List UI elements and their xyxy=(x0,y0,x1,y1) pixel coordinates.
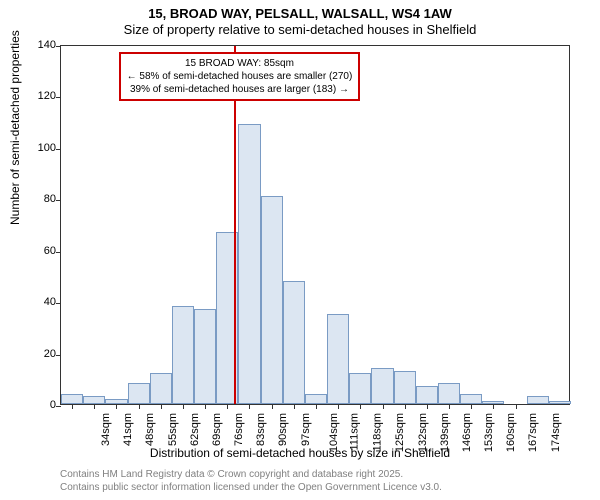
xtick-label: 76sqm xyxy=(233,413,245,446)
attribution: Contains HM Land Registry data © Crown c… xyxy=(60,468,442,494)
chart-container: 15, BROAD WAY, PELSALL, WALSALL, WS4 1AW… xyxy=(0,0,600,500)
histogram-bar xyxy=(549,401,571,404)
xtick-label: 160sqm xyxy=(505,413,517,452)
ytick-label: 0 xyxy=(50,399,56,411)
ytick-mark xyxy=(56,355,61,356)
ytick-label: 140 xyxy=(38,39,56,51)
xtick-mark xyxy=(449,404,450,409)
xtick-mark xyxy=(161,404,162,409)
ytick-mark xyxy=(56,200,61,201)
xtick-mark xyxy=(72,404,73,409)
ytick-mark xyxy=(56,406,61,407)
xtick-mark xyxy=(405,404,406,409)
xtick-mark xyxy=(493,404,494,409)
xtick-label: 48sqm xyxy=(144,413,156,446)
xtick-label: 118sqm xyxy=(372,413,384,451)
xtick-mark xyxy=(116,404,117,409)
ytick-mark xyxy=(56,252,61,253)
plot-area: 15 BROAD WAY: 85sqm← 58% of semi-detache… xyxy=(60,45,570,405)
histogram-bar xyxy=(416,386,438,404)
xtick-label: 41sqm xyxy=(122,413,134,446)
callout-box: 15 BROAD WAY: 85sqm← 58% of semi-detache… xyxy=(119,52,361,101)
histogram-bar xyxy=(482,401,504,404)
histogram-bar xyxy=(172,306,194,404)
xtick-label: 111sqm xyxy=(349,413,361,451)
histogram-bar xyxy=(349,373,371,404)
xtick-mark xyxy=(360,404,361,409)
attribution-line-1: Contains HM Land Registry data © Crown c… xyxy=(60,468,442,481)
histogram-bar xyxy=(527,396,549,404)
ytick-label: 80 xyxy=(44,193,56,205)
xtick-label: 139sqm xyxy=(439,413,451,452)
xtick-mark xyxy=(338,404,339,409)
histogram-bar xyxy=(261,196,283,404)
histogram-bar xyxy=(460,394,482,404)
ytick-mark xyxy=(56,303,61,304)
xtick-mark xyxy=(471,404,472,409)
xtick-mark xyxy=(139,404,140,409)
ytick-mark xyxy=(56,97,61,98)
histogram-bar xyxy=(150,373,172,404)
ytick-mark xyxy=(56,149,61,150)
histogram-bar xyxy=(194,309,216,404)
xtick-label: 167sqm xyxy=(528,413,540,452)
ytick-label: 40 xyxy=(44,296,56,308)
xtick-label: 153sqm xyxy=(483,413,495,452)
ytick-mark xyxy=(56,46,61,47)
xtick-mark xyxy=(316,404,317,409)
callout-line-3: 39% of semi-detached houses are larger (… xyxy=(127,83,353,96)
ytick-label: 60 xyxy=(44,245,56,257)
xtick-mark xyxy=(294,404,295,409)
xtick-label: 125sqm xyxy=(394,413,406,452)
histogram-bar xyxy=(283,281,305,404)
xtick-label: 34sqm xyxy=(100,413,112,446)
xtick-label: 104sqm xyxy=(328,413,340,452)
chart-title-1: 15, BROAD WAY, PELSALL, WALSALL, WS4 1AW xyxy=(0,6,600,21)
ytick-label: 20 xyxy=(44,348,56,360)
xtick-mark xyxy=(227,404,228,409)
histogram-bar xyxy=(105,399,127,404)
xtick-label: 83sqm xyxy=(255,413,267,446)
xtick-label: 62sqm xyxy=(189,413,201,446)
histogram-bar xyxy=(128,383,150,404)
y-axis-label: Number of semi-detached properties xyxy=(8,30,22,225)
xtick-mark xyxy=(427,404,428,409)
histogram-bar xyxy=(394,371,416,404)
histogram-bar xyxy=(371,368,393,404)
xtick-label: 174sqm xyxy=(550,413,562,452)
xtick-label: 146sqm xyxy=(461,413,473,452)
xtick-mark xyxy=(183,404,184,409)
xtick-label: 69sqm xyxy=(211,413,223,446)
xtick-label: 55sqm xyxy=(167,413,179,446)
xtick-label: 97sqm xyxy=(300,413,312,446)
xtick-mark xyxy=(383,404,384,409)
xtick-mark xyxy=(516,404,517,409)
xtick-label: 132sqm xyxy=(417,413,429,452)
histogram-bar xyxy=(327,314,349,404)
xtick-mark xyxy=(205,404,206,409)
xtick-label: 90sqm xyxy=(278,413,290,446)
xtick-mark xyxy=(272,404,273,409)
chart-title-2: Size of property relative to semi-detach… xyxy=(0,22,600,37)
callout-line-2: ← 58% of semi-detached houses are smalle… xyxy=(127,70,353,83)
histogram-bar xyxy=(305,394,327,404)
xtick-mark xyxy=(94,404,95,409)
xtick-mark xyxy=(249,404,250,409)
callout-line-1: 15 BROAD WAY: 85sqm xyxy=(127,57,353,70)
histogram-bar xyxy=(83,396,105,404)
histogram-bar xyxy=(238,124,260,404)
attribution-line-2: Contains public sector information licen… xyxy=(60,481,442,494)
histogram-bar xyxy=(61,394,83,404)
ytick-label: 120 xyxy=(38,90,56,102)
ytick-label: 100 xyxy=(38,142,56,154)
histogram-bar xyxy=(438,383,460,404)
